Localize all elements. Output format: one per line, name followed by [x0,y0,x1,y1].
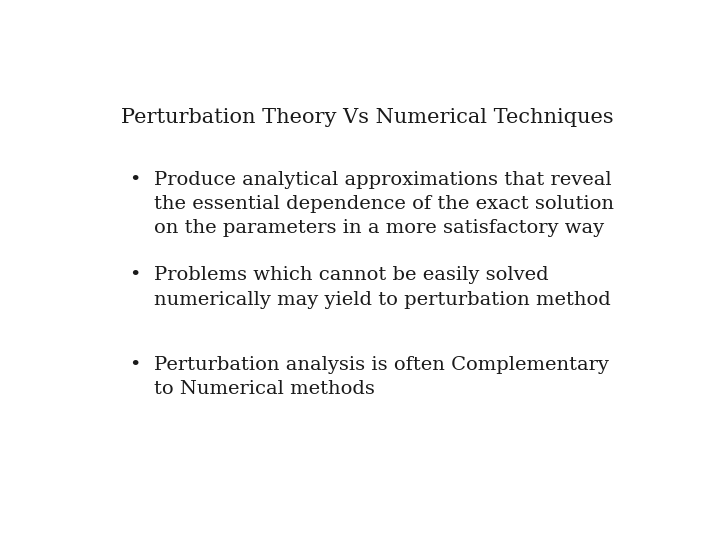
Text: Problems which cannot be easily solved
numerically may yield to perturbation met: Problems which cannot be easily solved n… [154,266,611,309]
Text: Produce analytical approximations that reveal
the essential dependence of the ex: Produce analytical approximations that r… [154,171,614,238]
Text: Perturbation analysis is often Complementary
to Numerical methods: Perturbation analysis is often Complemen… [154,356,609,398]
Text: •: • [129,266,140,285]
Text: Perturbation Theory Vs Numerical Techniques: Perturbation Theory Vs Numerical Techniq… [121,109,613,127]
Text: •: • [129,356,140,374]
Text: •: • [129,171,140,189]
